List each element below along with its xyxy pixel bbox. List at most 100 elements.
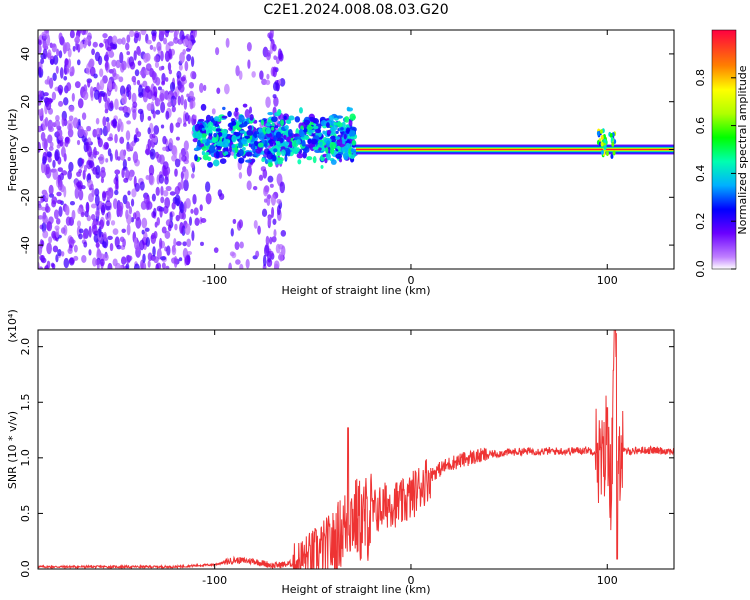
heatmap-cell (42, 214, 48, 224)
heatmap-cell (56, 48, 60, 57)
heatmap-cell (169, 191, 176, 196)
heatmap-x-ticks: -100 0 100 (202, 30, 618, 287)
heatmap-cell (147, 260, 151, 268)
heatmap-cell (156, 217, 161, 226)
heatmap-cell (38, 125, 43, 133)
heatmap-cell (190, 56, 195, 68)
heatmap-cell (255, 250, 260, 258)
heatmap-cell (599, 129, 603, 135)
heatmap-cell (158, 174, 165, 184)
heatmap-cell (56, 199, 63, 204)
snr-y-multiplier: (x10⁴) (6, 309, 19, 343)
heatmap-cell (114, 236, 120, 248)
heatmap-cell (111, 59, 117, 67)
heatmap-cell (336, 115, 344, 119)
heatmap-cell (326, 129, 332, 135)
heatmap-cell (315, 128, 322, 134)
heatmap-cell (194, 217, 200, 227)
heatmap-cell (188, 90, 194, 99)
heatmap-cell (238, 70, 243, 81)
colorbar-tick-label: 0.4 (694, 165, 707, 183)
heatmap-cell (88, 249, 92, 256)
heatmap-cell (215, 47, 220, 56)
heatmap-cell (82, 169, 86, 180)
heatmap-cell (90, 203, 97, 209)
heatmap-cell (208, 132, 213, 137)
heatmap-cell (267, 150, 271, 155)
heatmap-cell (74, 187, 80, 199)
snr-series-line (38, 330, 674, 569)
heatmap-cell (160, 185, 164, 196)
heatmap-cell (280, 146, 286, 150)
heatmap-cell (119, 236, 125, 243)
heatmap-cell (293, 133, 301, 138)
heatmap-cell (116, 38, 123, 45)
heatmap-cell (88, 192, 94, 203)
heatmap-cell (58, 206, 63, 217)
heatmap-cell (162, 190, 169, 197)
heatmap-cell (238, 157, 245, 164)
heatmap-cell (235, 259, 241, 265)
heatmap-cell (201, 127, 205, 131)
heatmap-cell (114, 189, 119, 196)
heatmap-cell (115, 174, 119, 182)
heatmap-cell (142, 80, 148, 88)
heatmap-cell (234, 131, 241, 137)
heatmap-cell (67, 247, 73, 255)
heatmap-cell (273, 260, 280, 269)
heatmap-cell (264, 185, 270, 193)
heatmap-carrier-band (356, 149, 674, 150)
heatmap-cell (127, 156, 131, 162)
heatmap-cell (261, 157, 266, 162)
heatmap-cell (141, 229, 145, 235)
heatmap-cell (66, 82, 72, 92)
heatmap-cell (50, 43, 56, 48)
heatmap-cell (275, 243, 281, 254)
heatmap-cell (41, 31, 47, 37)
heatmap-cell (52, 159, 56, 169)
heatmap-cell (148, 174, 155, 186)
heatmap-cell (128, 56, 135, 67)
heatmap-cell (95, 117, 100, 125)
heatmap-cell (112, 228, 119, 235)
heatmap-cell (100, 177, 105, 184)
heatmap-cell (200, 217, 207, 224)
heatmap-cell (96, 258, 100, 269)
heatmap-cell (343, 133, 347, 140)
heatmap-cell (59, 67, 64, 79)
heatmap-x-axis-title: Height of straight line (km) (281, 284, 430, 297)
heatmap-cell (207, 161, 213, 168)
heatmap-cell (109, 153, 113, 162)
heatmap-cell (69, 201, 76, 206)
heatmap-cell (117, 156, 121, 161)
heatmap-cell (69, 66, 75, 76)
heatmap-cell (168, 30, 175, 33)
heatmap-cell (120, 256, 127, 265)
heatmap-cell (269, 142, 274, 147)
heatmap-cell (152, 133, 156, 139)
heatmap-cell (44, 206, 51, 213)
heatmap-cell (132, 151, 139, 164)
heatmap-cell (43, 92, 49, 97)
heatmap-cell (159, 154, 165, 165)
heatmap-cell (81, 158, 85, 164)
heatmap-cell (308, 132, 312, 136)
heatmap-cell (241, 123, 248, 128)
heatmap-cell (253, 131, 260, 135)
heatmap-cell (163, 37, 168, 45)
heatmap-cell (271, 116, 278, 123)
snr-plot: -100 0 100 0.0 0.5 1.0 1.5 2.0 Height of strai… (6, 309, 675, 596)
heatmap-cell (183, 98, 188, 110)
heatmap-cell (146, 39, 152, 45)
heatmap-cell (201, 150, 206, 156)
heatmap-cell (55, 254, 59, 263)
heatmap-cell (147, 127, 151, 135)
heatmap-cell (245, 151, 253, 157)
snr-y-tick-label: 0.0 (19, 560, 32, 578)
heatmap-cell (179, 201, 185, 214)
heatmap-cell (297, 159, 302, 165)
heatmap-cell (192, 193, 197, 205)
heatmap-cell (153, 46, 157, 52)
heatmap-cell (65, 138, 70, 144)
heatmap-cell (180, 76, 186, 82)
